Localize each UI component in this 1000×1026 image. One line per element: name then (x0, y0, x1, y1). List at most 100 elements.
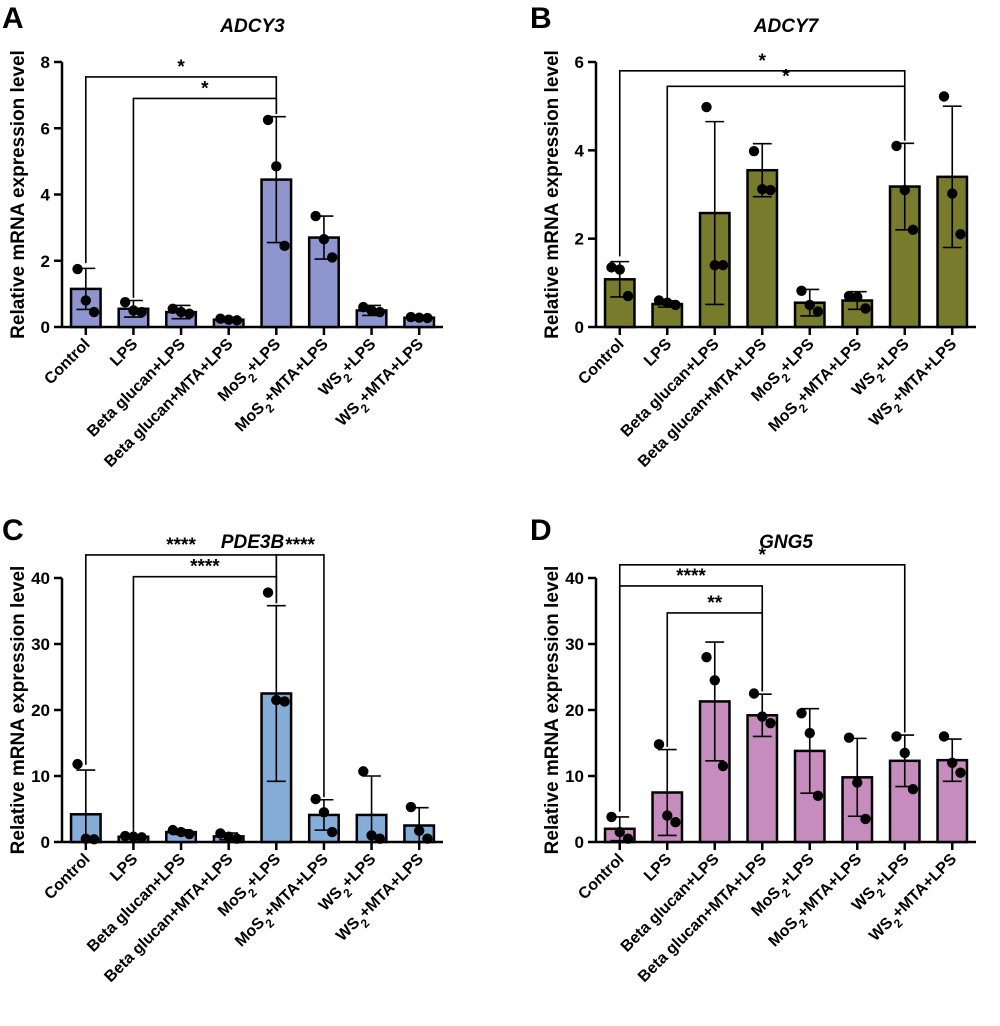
data-point (938, 731, 950, 742)
data-point (80, 833, 92, 844)
y-tick-label: 10 (31, 767, 50, 786)
data-point (757, 711, 768, 722)
y-axis-label: Relative mRNA expression level (8, 566, 29, 855)
data-point (80, 295, 92, 306)
category-label-part: +LPS (339, 851, 380, 892)
y-tick-label: 30 (565, 635, 584, 654)
data-point (175, 826, 187, 838)
data-point (622, 833, 634, 844)
data-point (701, 652, 712, 663)
data-point (223, 831, 234, 842)
data-point (955, 767, 966, 778)
data-point (366, 830, 377, 841)
chart-panel-d: D GNG5 Relative mRNA expression level 0 10 20… (530, 514, 976, 986)
data-point (279, 696, 290, 707)
category-label: WS2+MTA+LPS (333, 851, 431, 949)
y-tick-label: 6 (41, 119, 50, 138)
data-point (748, 688, 760, 699)
category-label-part: +LPS (872, 851, 913, 892)
data-point (653, 295, 665, 306)
data-point (310, 793, 321, 805)
data-point (215, 313, 226, 324)
data-point (717, 259, 729, 271)
data-point (796, 285, 807, 296)
data-point (947, 188, 958, 199)
data-point (422, 312, 433, 324)
data-point (804, 727, 815, 739)
y-tick-label: 4 (41, 186, 51, 205)
data-point (947, 757, 958, 768)
chart-panel-b: B ADCY7 Relative mRNA expression level 0 2 4 6… (530, 2, 976, 471)
significance-label: * (201, 78, 209, 99)
significance-label: * (782, 66, 790, 87)
y-tick-label: 20 (565, 701, 584, 720)
data-point (852, 777, 863, 788)
data-point (72, 263, 83, 275)
significance-label: **** (285, 535, 315, 556)
significance-bracket (275, 554, 325, 798)
data-point (262, 587, 274, 598)
y-tick-label: 10 (565, 767, 584, 786)
data-point (662, 297, 673, 308)
data-point (860, 813, 871, 825)
data-point (606, 262, 617, 273)
data-point (709, 259, 720, 271)
y-axis-label: Relative mRNA expression level (542, 566, 563, 855)
category-label: LPS (107, 336, 141, 370)
y-tick-label: 20 (31, 701, 50, 720)
y-tick-label: 4 (575, 141, 585, 160)
y-tick-label: 8 (41, 53, 50, 72)
data-point (279, 240, 290, 252)
data-point (748, 146, 760, 157)
data-point (653, 739, 665, 750)
data-point (405, 801, 417, 813)
y-tick-label: 0 (41, 318, 50, 337)
data-point (765, 184, 776, 196)
significance-bracket (132, 575, 278, 834)
category-label-part: +LPS (339, 336, 380, 377)
category-label-part: +LPS (244, 336, 285, 377)
data-point (231, 833, 243, 844)
data-point (662, 810, 673, 821)
data-point (765, 718, 776, 729)
data-point (907, 224, 919, 236)
data-point (670, 817, 681, 828)
data-point (757, 184, 768, 195)
data-point (271, 161, 282, 172)
chart-title: PDE3B (221, 532, 285, 553)
data-point (812, 790, 824, 801)
panel-letter: B (530, 2, 552, 35)
chart-panel-a: A ADCY3 Relative mRNA expression level 0 2 4 6… (2, 2, 443, 471)
data-point (223, 314, 234, 325)
data-point (128, 831, 139, 842)
significance-label: * (759, 51, 767, 72)
category-label: WS2+MTA+LPS (866, 851, 964, 949)
category-label: WS2+MTA+LPS (866, 336, 964, 434)
data-point (184, 308, 195, 319)
data-point (167, 824, 178, 836)
chart-title: GNG5 (759, 532, 813, 553)
data-point (358, 301, 369, 313)
y-tick-label: 2 (41, 252, 50, 271)
significance-label: **** (676, 566, 706, 587)
significance-bracket (666, 612, 764, 747)
category-label-part: +LPS (777, 851, 818, 892)
data-point (955, 229, 966, 240)
category-label: LPS (107, 851, 141, 885)
data-point (136, 832, 147, 843)
data-point (119, 830, 131, 842)
y-tick-label: 40 (565, 569, 584, 588)
y-axis-label: Relative mRNA expression level (8, 50, 29, 339)
data-point (88, 306, 100, 318)
data-point (860, 303, 871, 314)
data-point (701, 101, 712, 113)
y-tick-label: 0 (575, 318, 584, 337)
data-point (907, 784, 919, 795)
data-point (899, 747, 910, 759)
data-point (327, 826, 338, 838)
data-point (606, 811, 617, 823)
data-point (374, 306, 386, 318)
data-point (327, 252, 338, 263)
category-label-part: +LPS (244, 851, 285, 892)
